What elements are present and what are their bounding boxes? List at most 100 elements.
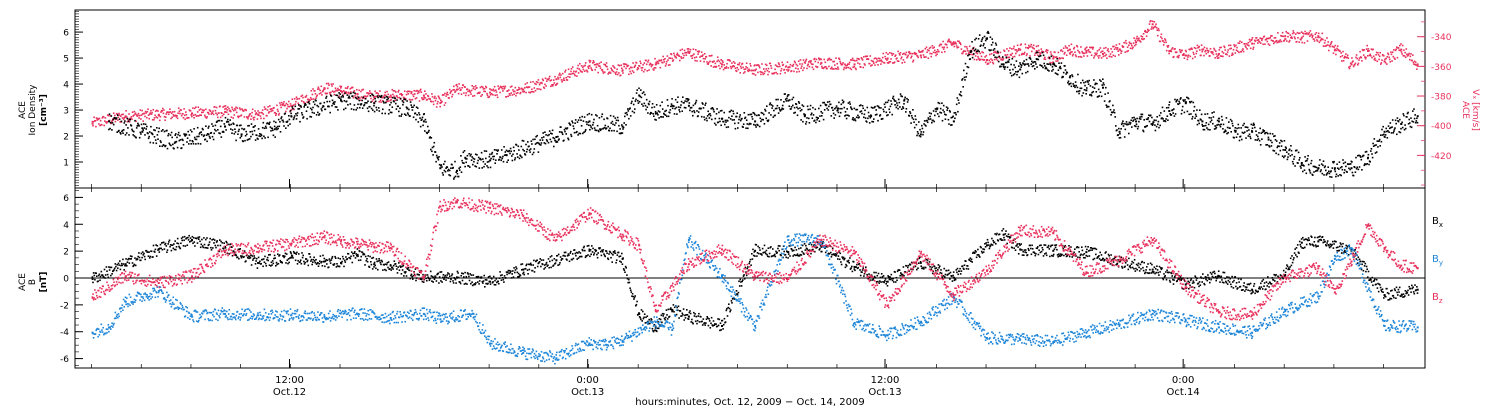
- density-point: [770, 102, 772, 104]
- vx-point: [749, 63, 751, 65]
- vx-point: [1033, 44, 1035, 46]
- vx-point: [564, 71, 566, 73]
- density-point: [741, 118, 743, 120]
- density-point: [215, 125, 217, 127]
- bx-point: [94, 279, 96, 281]
- vx-point: [825, 66, 827, 68]
- density-point: [1371, 148, 1373, 150]
- bx-point: [188, 239, 190, 241]
- vx-point: [169, 108, 171, 110]
- vx-point: [723, 64, 725, 66]
- density-point: [237, 125, 239, 127]
- density-point: [896, 107, 898, 109]
- vx-point: [985, 62, 987, 64]
- vx-point: [578, 72, 580, 74]
- vx-point: [792, 65, 794, 67]
- vx-point: [1358, 59, 1360, 61]
- density-point: [473, 161, 475, 163]
- density-point: [1312, 174, 1314, 176]
- vx-point: [884, 62, 886, 64]
- vx-point: [447, 94, 449, 96]
- vx-point: [285, 111, 287, 113]
- vx-point-value: [887, 58, 889, 60]
- vx-point: [1127, 46, 1129, 48]
- density-point: [519, 158, 521, 160]
- vx-point: [328, 83, 330, 85]
- density-point: [356, 98, 358, 100]
- density-point: [691, 111, 693, 113]
- density-point: [131, 125, 133, 127]
- density-point: [1056, 58, 1058, 60]
- density-point: [1055, 65, 1057, 67]
- bx-point: [166, 245, 168, 247]
- density-point-value: [920, 133, 922, 135]
- density-point: [768, 112, 770, 114]
- density-point: [578, 119, 580, 121]
- density-point: [208, 127, 210, 129]
- density-point: [1087, 81, 1089, 83]
- density-point: [1102, 78, 1104, 80]
- density-point: [238, 131, 240, 133]
- density-point: [794, 112, 796, 114]
- vx-point: [551, 79, 553, 81]
- density-point: [212, 136, 214, 138]
- vx-point: [718, 65, 720, 67]
- density-point: [401, 114, 403, 116]
- density-point: [311, 116, 313, 118]
- density-point: [1082, 80, 1084, 82]
- vx-point: [108, 115, 110, 117]
- density-point: [441, 164, 443, 166]
- vx-point: [967, 50, 969, 52]
- density-point: [140, 133, 142, 135]
- density-point: [1188, 114, 1190, 116]
- density-point: [774, 115, 776, 117]
- vx-point: [1193, 54, 1195, 56]
- bx-point: [120, 269, 122, 271]
- density-point: [897, 105, 899, 107]
- density-point: [1304, 169, 1306, 171]
- vx-point: [1361, 57, 1363, 59]
- vx-point: [686, 54, 688, 56]
- density-point: [574, 132, 576, 134]
- bx-point: [116, 270, 118, 272]
- vx-point: [1275, 37, 1277, 39]
- vx-point: [1044, 57, 1046, 59]
- vx-point: [135, 113, 137, 115]
- density-point: [747, 123, 749, 125]
- density-point: [693, 110, 695, 112]
- vx-point: [335, 87, 337, 89]
- vx-point: [315, 97, 317, 99]
- density-point: [198, 136, 200, 138]
- vx-point: [358, 90, 360, 92]
- density-point: [1112, 105, 1114, 107]
- vx-point: [1295, 33, 1297, 35]
- density-point: [1165, 118, 1167, 120]
- bx-point: [202, 245, 204, 247]
- vx-point: [814, 58, 816, 60]
- vx-point: [1086, 47, 1088, 49]
- vx-point: [223, 113, 225, 115]
- vx-point: [980, 53, 982, 55]
- vx-point: [1130, 43, 1132, 45]
- density-point: [607, 118, 609, 120]
- density-point: [1354, 167, 1356, 169]
- bx-point: [99, 274, 101, 276]
- vx-point-value: [456, 89, 458, 91]
- vx-point: [1335, 54, 1337, 56]
- vx-point: [1074, 51, 1076, 53]
- density-point: [671, 98, 673, 100]
- density-point: [437, 157, 439, 159]
- density-point: [1044, 65, 1046, 67]
- density-point: [1090, 85, 1092, 87]
- vx-point: [1312, 35, 1314, 37]
- density-point: [470, 155, 472, 157]
- density-point: [679, 111, 681, 113]
- density-point: [397, 106, 399, 108]
- vx-point: [1311, 33, 1313, 35]
- density-point-value: [589, 120, 591, 122]
- vx-point: [1379, 56, 1381, 58]
- vx-point: [1053, 56, 1055, 58]
- density-point: [295, 106, 297, 108]
- density-point: [261, 135, 263, 137]
- vx-point: [1103, 56, 1105, 58]
